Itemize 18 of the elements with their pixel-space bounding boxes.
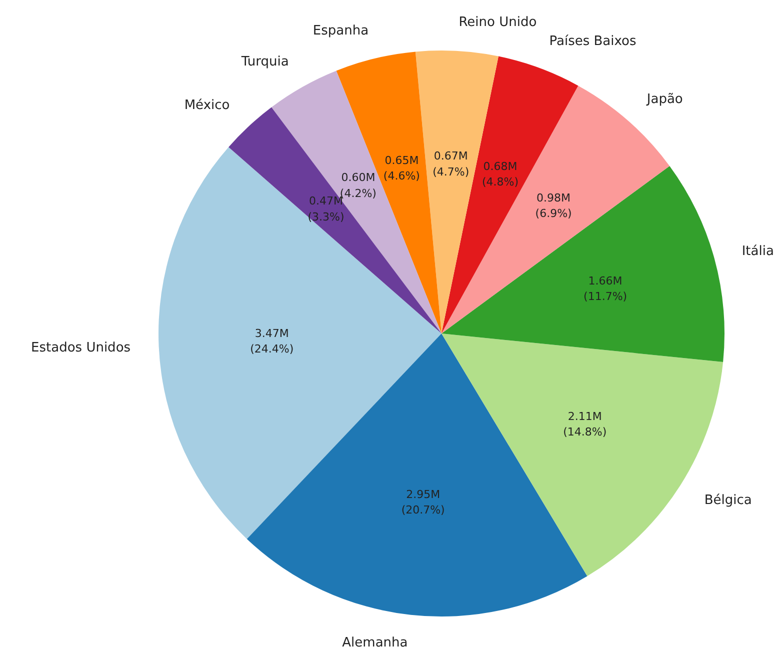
slice-label: México [184, 98, 230, 113]
data-label: 2.11M (14.8%) [563, 410, 607, 439]
data-label: 0.68M (4.8%) [482, 160, 519, 188]
data-label: 3.47M (24.4%) [250, 327, 294, 356]
slice-label: Alemanha [342, 635, 408, 649]
slice-label: Turquia [240, 54, 289, 70]
data-label: 1.66M (11.7%) [584, 274, 628, 304]
slice-label: Países Baixos [549, 34, 637, 49]
data-label: 2.95M (20.7%) [401, 488, 445, 517]
data-label: 0.65M (4.6%) [383, 154, 420, 183]
data-label: 0.67M (4.7%) [432, 150, 470, 178]
slice-label: Bélgica [704, 492, 752, 508]
slice-label: Itália [742, 244, 774, 260]
slice-label: Reino Unido [458, 15, 537, 30]
slice-label: Espanha [312, 23, 369, 38]
slice-label: Japão [646, 92, 683, 108]
slice-label: Estados Unidos [31, 340, 131, 356]
data-label: 0.98M (6.9%) [535, 192, 572, 220]
